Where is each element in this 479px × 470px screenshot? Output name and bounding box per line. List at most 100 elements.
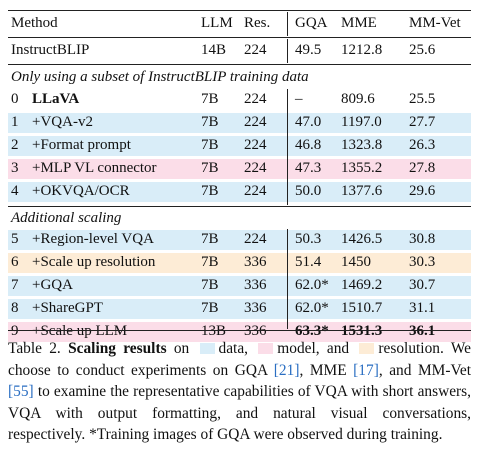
citation-link[interactable]: [17] bbox=[353, 361, 379, 379]
row-method: LLaVA bbox=[32, 91, 80, 107]
caption-text: on bbox=[173, 340, 190, 357]
header-mmvet: MM-Vet bbox=[409, 15, 461, 31]
column-separator bbox=[287, 229, 288, 329]
caption-footnote: *Training images of GQA were observed du… bbox=[89, 426, 443, 443]
table-top-rule bbox=[8, 10, 471, 12]
row-llm: 7B bbox=[201, 254, 219, 270]
row-mmvet: 30.7 bbox=[409, 277, 436, 293]
header-gqa: GQA bbox=[295, 15, 328, 31]
row-index: 7 bbox=[11, 277, 19, 293]
row-index: 1 bbox=[11, 114, 19, 130]
header-method: Method bbox=[11, 15, 58, 31]
caption-text: resolution. bbox=[378, 340, 444, 357]
row-method: +Region-level VQA bbox=[32, 231, 154, 247]
row-res: 224 bbox=[244, 91, 267, 107]
row-index: 2 bbox=[11, 137, 19, 153]
table-row: 1 +VQA-v2 7B 224 47.0 1197.0 27.7 bbox=[8, 112, 471, 133]
row-gqa: 51.4 bbox=[295, 254, 322, 270]
table-row-baseline: InstructBLIP 14B 224 49.5 1212.8 25.6 bbox=[8, 40, 471, 61]
row-mmvet: 26.3 bbox=[409, 137, 436, 153]
row-mme: 809.6 bbox=[341, 91, 375, 107]
row-gqa: 47.0 bbox=[295, 114, 322, 130]
data-highlight-bar bbox=[8, 276, 471, 296]
table-row: 4 +OKVQA/OCR 7B 224 50.0 1377.6 29.6 bbox=[8, 181, 471, 202]
row-mme: 1377.6 bbox=[341, 183, 383, 199]
header-rule bbox=[8, 37, 471, 38]
row-method: +Scale up resolution bbox=[32, 254, 156, 270]
row-res: 336 bbox=[244, 254, 267, 270]
row-index: 4 bbox=[11, 183, 19, 199]
row-index: 6 bbox=[11, 254, 19, 270]
baseline-res: 224 bbox=[244, 42, 267, 58]
table-row: 5 +Region-level VQA 7B 224 50.3 1426.5 30.8 bbox=[8, 229, 471, 250]
column-separator bbox=[287, 89, 288, 205]
row-mme: 1323.8 bbox=[341, 137, 383, 153]
section1-title: Only using a subset of InstructBLIP trai… bbox=[11, 69, 309, 85]
caption-text: , MME bbox=[299, 361, 347, 379]
row-gqa: 50.0 bbox=[295, 183, 322, 199]
row-mme: 1450 bbox=[341, 254, 371, 270]
model-highlight-bar bbox=[8, 322, 471, 342]
row-mmvet: 27.7 bbox=[409, 114, 436, 130]
row-mmvet: 25.5 bbox=[409, 91, 436, 107]
row-mme: 1426.5 bbox=[341, 231, 383, 247]
row-res: 224 bbox=[244, 231, 267, 247]
baseline-rule bbox=[8, 64, 471, 65]
row-mmvet: 30.8 bbox=[409, 231, 436, 247]
row-method: +ShareGPT bbox=[32, 300, 103, 316]
data-highlight-bar bbox=[8, 230, 471, 250]
caption-text: data, bbox=[218, 340, 249, 357]
row-llm: 7B bbox=[201, 137, 219, 153]
row-mme: 1197.0 bbox=[341, 114, 382, 130]
model-color-swatch bbox=[258, 343, 274, 354]
table-row: 3 +MLP VL connector 7B 224 47.3 1355.2 27.8 bbox=[8, 158, 471, 179]
row-index: 3 bbox=[11, 160, 19, 176]
data-highlight-bar bbox=[8, 136, 471, 156]
row-method: +OKVQA/OCR bbox=[32, 183, 130, 199]
row-mmvet: 29.6 bbox=[409, 183, 436, 199]
row-gqa: 47.3 bbox=[295, 160, 322, 176]
baseline-llm: 14B bbox=[201, 42, 227, 58]
row-mmvet: 27.8 bbox=[409, 160, 436, 176]
citation-link[interactable]: [55] bbox=[8, 383, 34, 400]
row-res: 224 bbox=[244, 137, 267, 153]
row-mmvet: 31.1 bbox=[409, 300, 436, 316]
caption-title: Scaling results bbox=[68, 340, 167, 357]
row-index: 0 bbox=[11, 91, 19, 107]
baseline-mmvet: 25.6 bbox=[409, 42, 436, 58]
model-highlight-bar bbox=[8, 159, 471, 179]
header-llm: LLM bbox=[201, 15, 233, 31]
row-res: 336 bbox=[244, 277, 267, 293]
header-res: Res. bbox=[244, 15, 271, 31]
caption-text: model, and bbox=[277, 340, 350, 357]
baseline-gqa: 49.5 bbox=[295, 42, 322, 58]
citation-link[interactable]: [21] bbox=[273, 361, 300, 379]
row-mmvet: 30.3 bbox=[409, 254, 436, 270]
caption-label: Table 2. bbox=[8, 340, 61, 357]
data-color-swatch bbox=[199, 343, 215, 354]
row-gqa: 62.0* bbox=[295, 300, 329, 316]
row-res: 224 bbox=[244, 160, 267, 176]
row-gqa: 50.3 bbox=[295, 231, 322, 247]
row-method: +Format prompt bbox=[32, 137, 131, 153]
table-bottom-rule bbox=[8, 330, 471, 332]
column-separator bbox=[287, 39, 288, 63]
resolution-highlight-bar bbox=[8, 253, 471, 273]
row-llm: 7B bbox=[201, 114, 219, 130]
row-llm: 7B bbox=[201, 183, 219, 199]
baseline-method: InstructBLIP bbox=[11, 42, 90, 58]
row-mme: 1469.2 bbox=[341, 277, 383, 293]
row-index: 5 bbox=[11, 231, 19, 247]
row-index: 8 bbox=[11, 300, 19, 316]
caption-text: , and MM-Vet bbox=[378, 361, 471, 379]
row-llm: 7B bbox=[201, 300, 219, 316]
row-llm: 7B bbox=[201, 91, 219, 107]
table-row: 8 +ShareGPT 7B 336 62.0* 1510.7 31.1 bbox=[8, 298, 471, 319]
row-res: 224 bbox=[244, 114, 267, 130]
row-method: +MLP VL connector bbox=[32, 160, 157, 176]
table-row: 0 LLaVA 7B 224 – 809.6 25.5 bbox=[8, 89, 471, 110]
row-llm: 7B bbox=[201, 277, 219, 293]
table-header-row: Method LLM Res. GQA MME MM-Vet bbox=[8, 13, 471, 34]
row-res: 224 bbox=[244, 183, 267, 199]
row-method: +VQA-v2 bbox=[32, 114, 93, 130]
